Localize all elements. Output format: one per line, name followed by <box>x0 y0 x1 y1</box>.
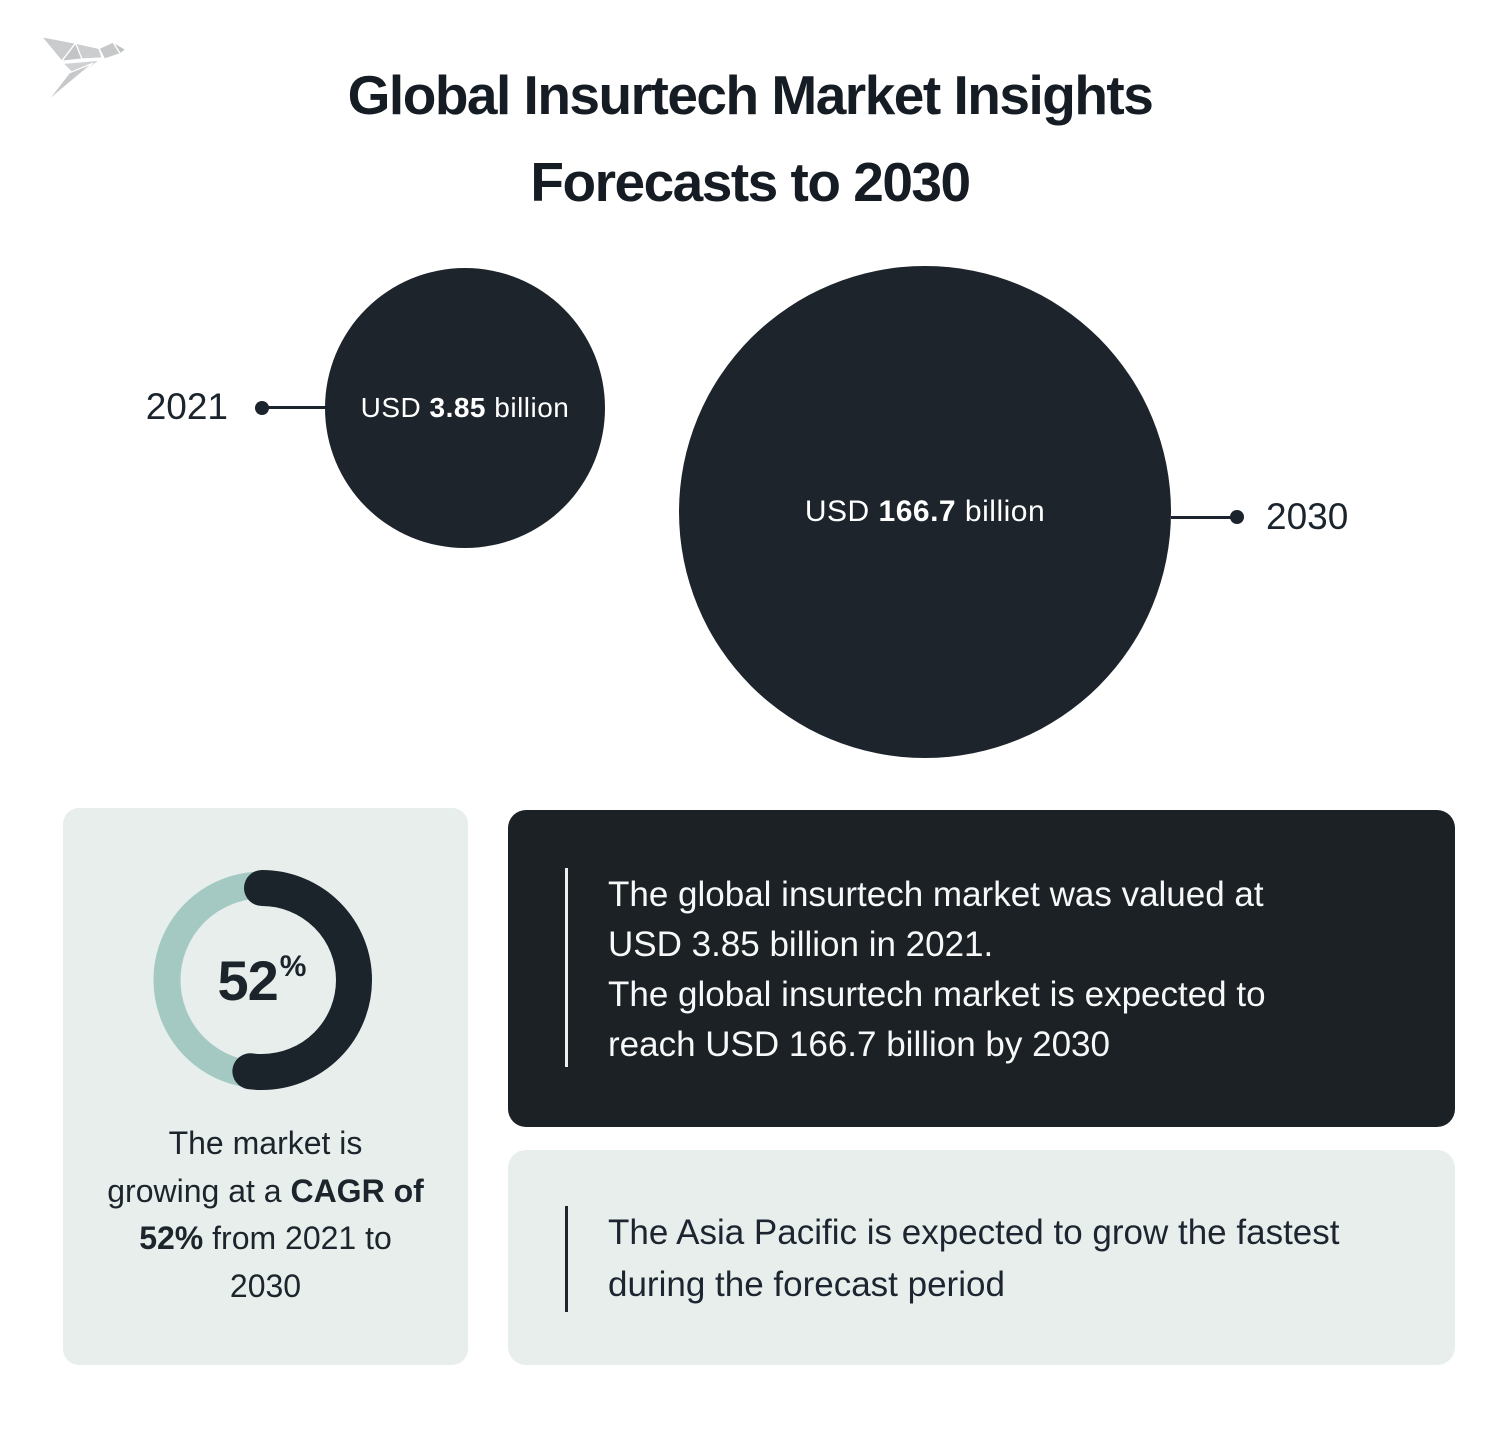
cagr-line-2: growing at a CAGR of <box>107 1172 424 1209</box>
callout-line-2030 <box>1171 516 1238 519</box>
cagr-line-1: The market is <box>168 1125 363 1161</box>
origami-bird-logo <box>40 36 127 103</box>
region-line-1: The Asia Pacific is expected to grow the… <box>608 1213 1340 1252</box>
callout-dot-2030 <box>1230 510 1244 524</box>
cagr-center-label: 52% <box>142 860 382 1100</box>
callout-line-2021 <box>262 406 328 409</box>
page-title-line1: Global Insurtech Market Insights <box>347 64 1154 126</box>
cagr-center-unit: % <box>279 950 307 983</box>
year-label-2030: 2030 <box>1266 496 1349 537</box>
cagr-line-4: 2030 <box>229 1267 302 1304</box>
accent-line-dark <box>565 1206 568 1312</box>
region-growth-box: The Asia Pacific is expected to grow the… <box>508 1150 1455 1365</box>
cagr-donut-chart <box>152 870 372 1090</box>
bubble-2021-prefix: USD <box>360 392 430 423</box>
bubble-2030-suffix: billion <box>956 495 1046 528</box>
bird-facets <box>40 36 127 103</box>
bubble-2021-value: USD 3.85 billion <box>361 392 570 424</box>
value-line-4: reach USD 166.7 billion by 2030 <box>608 1025 1110 1064</box>
cagr-line-3: 52% from 2021 to <box>139 1220 392 1256</box>
year-label-2021: 2021 <box>145 386 228 427</box>
bubble-2021-suffix: billion <box>486 392 570 423</box>
bubble-2021-number: 3.85 <box>429 392 486 423</box>
cagr-arc <box>152 870 372 1090</box>
region-line-2: during the forecast period <box>608 1265 1005 1304</box>
cagr-description: The market is growing at a CAGR of 52% f… <box>73 1120 458 1310</box>
accent-line-light <box>565 868 568 1067</box>
cagr-card: 52% The market is growing at a CAGR of 5… <box>63 808 468 1365</box>
page-title-line2: Forecasts to 2030 <box>530 151 971 213</box>
cagr-center-value: 52 <box>217 948 279 1012</box>
market-value-box: The global insurtech market was valued a… <box>508 810 1455 1127</box>
value-line-3: The global insurtech market is expected … <box>608 975 1266 1014</box>
page-title: Global Insurtech Market Insights Forecas… <box>0 52 1500 226</box>
region-growth-text: The Asia Pacific is expected to grow the… <box>608 1207 1339 1311</box>
market-value-text: The global insurtech market was valued a… <box>608 870 1266 1070</box>
bubble-2021: USD 3.85 billion <box>325 268 605 548</box>
bubble-2030: USD 166.7 billion <box>679 266 1171 758</box>
value-line-1: The global insurtech market was valued a… <box>608 875 1264 914</box>
bubble-2030-value: USD 166.7 billion <box>805 495 1045 529</box>
bubble-2030-number: 166.7 <box>878 495 957 528</box>
bubble-2030-prefix: USD <box>804 495 879 528</box>
value-line-2: USD 3.85 billion in 2021. <box>608 925 994 964</box>
